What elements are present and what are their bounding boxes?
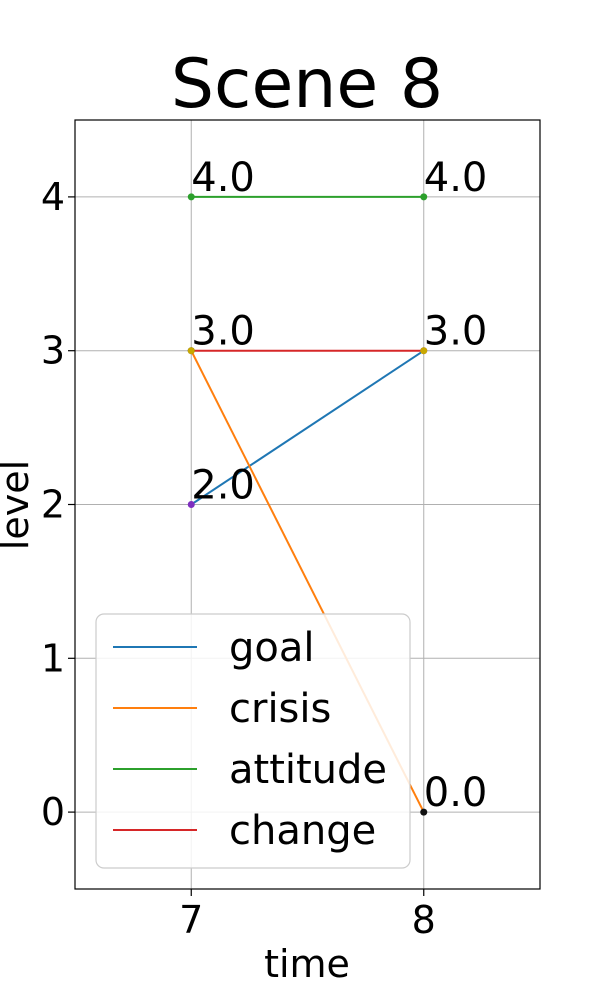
- data-point-attitude: [420, 193, 428, 201]
- legend-label-attitude: attitude: [229, 747, 387, 793]
- data-point-change: [420, 347, 428, 355]
- y-tick-label: 4: [41, 175, 65, 219]
- legend-label-change: change: [229, 808, 376, 854]
- data-label-attitude: 4.0: [191, 155, 255, 201]
- data-labels: 2.0 3.0 0.0 4.0 4.0 3.0: [191, 155, 487, 816]
- data-point-attitude: [187, 193, 195, 201]
- data-label-crisis: 0.0: [424, 770, 488, 816]
- data-label-goal: 2.0: [191, 463, 255, 509]
- y-tick-label: 1: [41, 636, 65, 680]
- y-tick-label: 2: [41, 483, 65, 527]
- legend-box: [95, 613, 411, 869]
- chart-title: Scene 8: [171, 45, 443, 124]
- x-tick-label: 7: [179, 898, 203, 942]
- x-axis-label: time: [264, 942, 350, 986]
- legend: goal crisis attitude change: [95, 613, 411, 869]
- data-label-attitude: 4.0: [424, 155, 488, 201]
- series-line-goal: [190, 349, 425, 506]
- y-tick-label: 0: [41, 790, 65, 834]
- data-point-change: [187, 347, 195, 355]
- data-label-change: 3.0: [191, 309, 255, 355]
- series-points: [187, 193, 428, 816]
- legend-label-goal: goal: [229, 625, 315, 671]
- data-point-crisis: [420, 808, 428, 816]
- y-axis-label: level: [0, 460, 37, 550]
- y-ticks: 0 1 2 3 4: [41, 175, 75, 834]
- x-tick-label: 8: [412, 898, 436, 942]
- legend-label-crisis: crisis: [229, 686, 331, 732]
- data-point-goal: [187, 501, 195, 508]
- y-tick-label: 3: [41, 329, 65, 373]
- data-label-goal: 3.0: [424, 309, 488, 355]
